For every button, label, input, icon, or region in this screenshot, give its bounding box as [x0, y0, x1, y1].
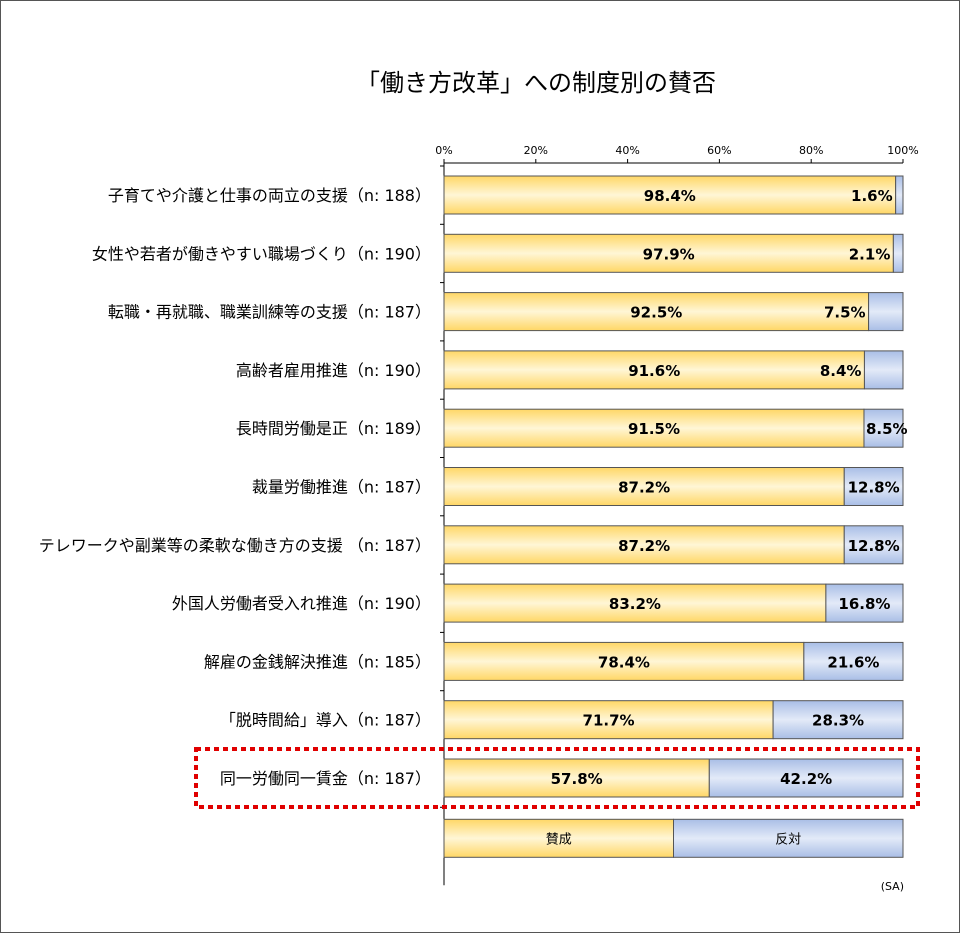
- bar-row: 「脱時間給」導入（n: 187） 71.7% 28.3%: [220, 700, 904, 740]
- value-label-disagree: 28.3%: [812, 712, 864, 730]
- bar-disagree: [708, 758, 904, 798]
- value-label-disagree: 8.4%: [820, 362, 862, 380]
- value-label-agree: 97.9%: [643, 245, 695, 263]
- bar-row: 長時間労働是正（n: 189） 91.5% 8.5%: [236, 408, 908, 448]
- bar-agree: [443, 175, 897, 215]
- x-tick-label: 100%: [887, 144, 918, 157]
- category-label: テレワークや副業等の柔軟な働き方の支援 （n: 187）: [39, 536, 431, 555]
- category-label: 子育てや介護と仕事の両立の支援（n: 188）: [108, 186, 431, 205]
- bar-agree: [443, 583, 827, 623]
- value-label-disagree: 12.8%: [848, 537, 900, 555]
- value-label-disagree: 1.6%: [851, 187, 893, 205]
- bar-agree: [443, 292, 870, 332]
- value-label-agree: 91.6%: [628, 362, 680, 380]
- value-label-agree: 57.8%: [551, 770, 603, 788]
- value-label-disagree: 21.6%: [827, 653, 879, 671]
- category-label: 解雇の金銭解決推進（n: 185）: [204, 652, 431, 671]
- bar-agree: [443, 641, 805, 681]
- category-label: 高齢者雇用推進（n: 190）: [236, 361, 431, 380]
- x-tick-label: 20%: [524, 144, 548, 157]
- bar-disagree: [772, 700, 904, 740]
- bar-row: テレワークや副業等の柔軟な働き方の支援 （n: 187） 87.2% 12.8%: [39, 525, 904, 565]
- bar-row: 外国人労働者受入れ推進（n: 190） 83.2% 16.8%: [172, 583, 904, 623]
- bar-row: 同一労働同一賃金（n: 187） 57.8% 42.2%: [220, 758, 904, 798]
- value-label-disagree: 2.1%: [849, 245, 891, 263]
- bar-row: 裁量労働推進（n: 187） 87.2% 12.8%: [252, 467, 904, 506]
- chart-title: 「働き方改革」への制度別の賛否: [356, 69, 716, 97]
- note-sa: (SA): [881, 880, 904, 893]
- x-tick-label: 80%: [799, 144, 823, 157]
- value-label-disagree: 8.5%: [866, 420, 908, 438]
- value-label-agree: 92.5%: [630, 304, 682, 322]
- bar-agree: [443, 758, 710, 798]
- bar-agree: [443, 233, 894, 273]
- highlight-box: [194, 747, 920, 809]
- bar-row: 高齢者雇用推進（n: 190） 91.6% 8.4%: [236, 350, 904, 390]
- value-label-disagree: 12.8%: [848, 479, 900, 497]
- value-label-agree: 98.4%: [644, 187, 696, 205]
- bar-row: 解雇の金銭解決推進（n: 185） 78.4% 21.6%: [204, 641, 904, 681]
- bar-row: 女性や若者が働きやすい職場づくり（n: 190） 97.9% 2.1%: [92, 233, 904, 273]
- legend-swatch-agree: [443, 818, 674, 858]
- bar-disagree: [825, 583, 904, 623]
- category-label: 裁量労働推進（n: 187）: [252, 478, 431, 497]
- x-tick-label: 40%: [615, 144, 639, 157]
- value-label-agree: 83.2%: [609, 595, 661, 613]
- value-label-agree: 78.4%: [598, 653, 650, 671]
- value-label-agree: 71.7%: [583, 712, 635, 730]
- x-tick-label: 0%: [435, 144, 452, 157]
- bar-disagree: [843, 467, 904, 506]
- category-label: 女性や若者が働きやすい職場づくり（n: 190）: [92, 244, 431, 263]
- value-label-disagree: 16.8%: [838, 595, 890, 613]
- legend-swatch-disagree: [673, 818, 904, 858]
- legend-label: 反対: [775, 832, 801, 847]
- value-label-disagree: 42.2%: [780, 770, 832, 788]
- value-label-agree: 91.5%: [628, 420, 680, 438]
- bar-agree: [443, 525, 845, 565]
- value-label-disagree: 7.5%: [824, 304, 866, 322]
- bar-disagree: [863, 350, 904, 390]
- bar-row: 転職・再就職、職業訓練等の支援（n: 187） 92.5% 7.5%: [108, 292, 904, 332]
- legend-label: 賛成: [546, 832, 572, 847]
- category-label: 同一労働同一賃金（n: 187）: [220, 769, 431, 788]
- category-label: 「脱時間給」導入（n: 187）: [220, 711, 431, 730]
- category-label: 外国人労働者受入れ推進（n: 190）: [172, 594, 431, 613]
- bar-disagree: [895, 175, 904, 215]
- x-tick-label: 60%: [707, 144, 731, 157]
- category-label: 転職・再就職、職業訓練等の支援（n: 187）: [108, 303, 431, 322]
- bar-disagree: [803, 641, 904, 681]
- bar-disagree: [843, 525, 904, 565]
- bar-disagree: [863, 408, 904, 448]
- category-label: 長時間労働是正（n: 189）: [236, 419, 431, 438]
- bar-disagree: [892, 233, 904, 273]
- bar-row: 子育てや介護と仕事の両立の支援（n: 188） 98.4% 1.6%: [108, 175, 904, 215]
- bar-disagree: [868, 292, 904, 332]
- value-label-agree: 87.2%: [618, 479, 670, 497]
- value-label-agree: 87.2%: [618, 537, 670, 555]
